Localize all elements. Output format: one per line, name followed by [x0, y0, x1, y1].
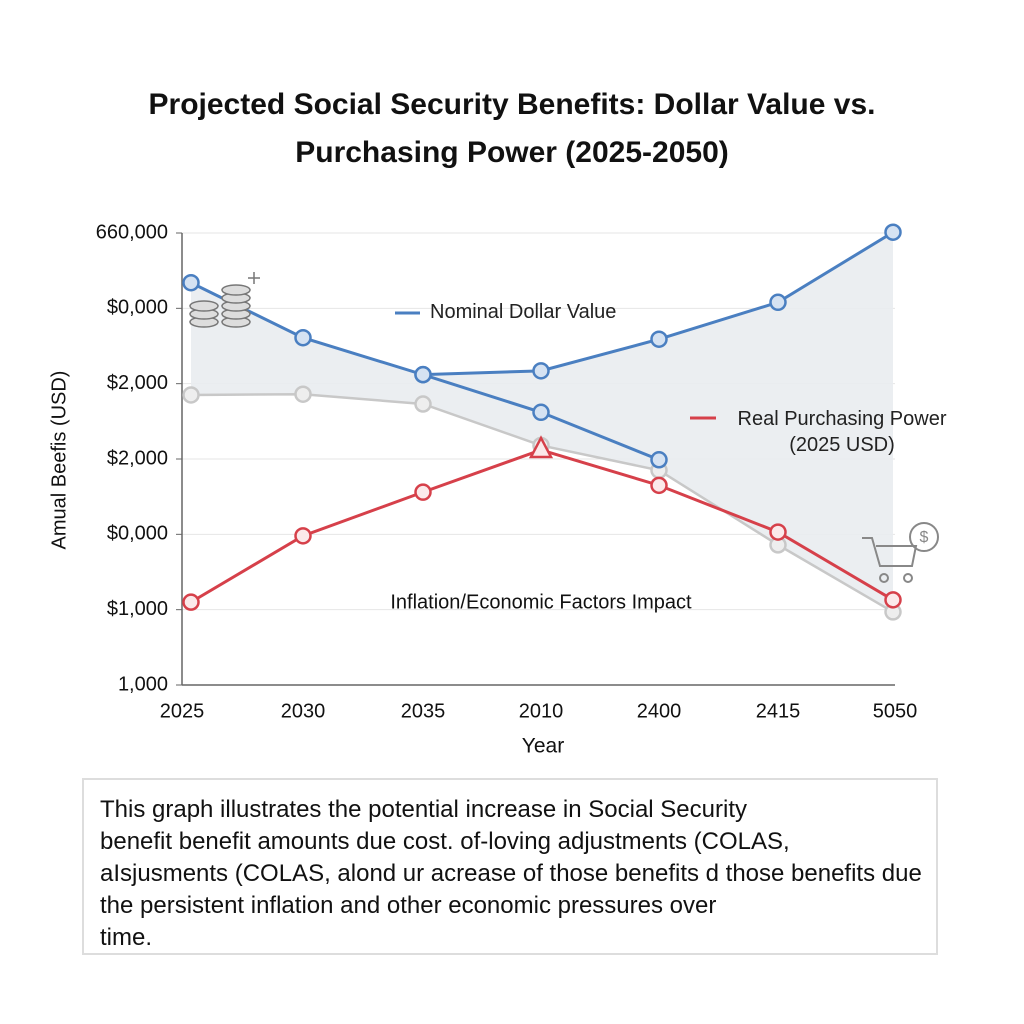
y-tick-label: $0,000 — [107, 523, 168, 545]
caption-line: benefit benefit amounts due cost. of-lov… — [100, 828, 790, 855]
impact-band — [191, 232, 893, 612]
y-tick-label: 1,000 — [118, 673, 168, 695]
data-point — [294, 385, 312, 403]
data-point — [650, 330, 668, 348]
x-tick-label: 2400 — [637, 700, 682, 722]
data-point — [528, 435, 554, 459]
cart-icon: $ — [862, 522, 939, 583]
data-point — [414, 395, 432, 413]
svg-text:$: $ — [920, 529, 929, 546]
data-point — [294, 527, 312, 545]
chart-title: Purchasing Power (2025-2050) — [295, 136, 729, 169]
data-point — [182, 273, 200, 292]
coins-icon — [189, 272, 260, 328]
x-tick-label: 2010 — [519, 700, 564, 722]
y-axis-label: Amual Beefis (USD) — [48, 371, 70, 550]
x-tick-label: 2035 — [401, 700, 446, 722]
data-point — [884, 591, 902, 609]
annotation: Inflation/Economic Factors Impact — [390, 591, 692, 613]
y-tick-label: 660,000 — [96, 221, 168, 243]
data-point — [182, 386, 200, 404]
data-point — [650, 451, 668, 469]
y-tick-label: $0,000 — [107, 297, 168, 319]
y-tick-label: $2,000 — [107, 447, 168, 469]
legend-label: Real Purchasing Power (2025 USD) — [737, 408, 947, 456]
data-point — [769, 293, 787, 312]
x-tick-label: 5050 — [873, 700, 918, 722]
legend-label: Nominal Dollar Value — [430, 301, 617, 323]
caption-line: This graph illustrates the potential inc… — [100, 796, 747, 823]
data-point — [414, 365, 432, 384]
x-tick-label: 2030 — [281, 700, 326, 722]
data-point — [182, 593, 200, 611]
data-point — [532, 362, 550, 380]
data-point — [884, 223, 902, 241]
x-tick-label: 2025 — [160, 700, 205, 722]
caption-box: This graph illustrates the potential inc… — [82, 778, 938, 955]
data-point — [532, 403, 550, 422]
x-tick-label: 2415 — [756, 700, 801, 722]
data-point — [769, 523, 787, 541]
chart-title: Projected Social Security Benefits: Doll… — [148, 88, 876, 121]
data-point — [294, 328, 312, 347]
caption-line: time. — [100, 924, 153, 951]
y-tick-label: $2,000 — [107, 372, 168, 394]
caption-line: the persistent inflation and other econo… — [100, 892, 717, 919]
y-tick-label: $1,000 — [107, 598, 168, 620]
data-point — [414, 483, 432, 501]
data-point — [650, 476, 668, 495]
x-axis-label: Year — [522, 735, 564, 758]
caption-line: aIsjusments (COLAS, alond ur acrease of … — [100, 860, 922, 887]
